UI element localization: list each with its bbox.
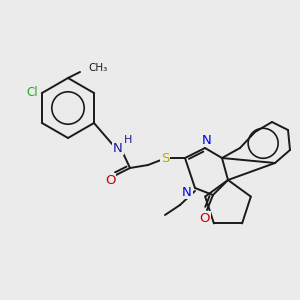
Text: Cl: Cl xyxy=(26,86,38,100)
Text: O: O xyxy=(105,173,115,187)
Text: H: H xyxy=(124,135,132,145)
Text: S: S xyxy=(161,152,169,164)
Text: N: N xyxy=(202,134,212,146)
Text: O: O xyxy=(200,212,210,224)
Text: N: N xyxy=(113,142,123,154)
Text: CH₃: CH₃ xyxy=(88,63,107,73)
Text: N: N xyxy=(182,185,192,199)
